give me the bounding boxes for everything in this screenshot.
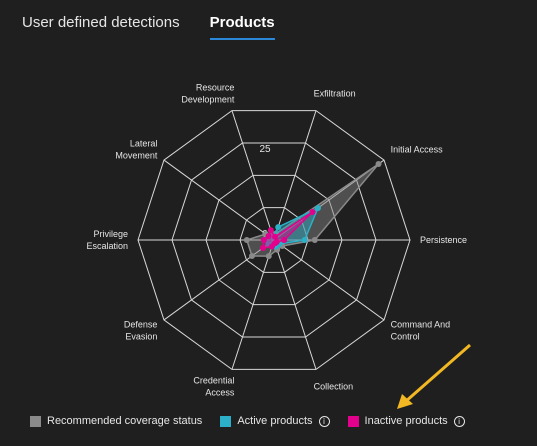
legend-swatch-recommended: [30, 415, 41, 427]
axis-label: Persistence: [420, 235, 467, 245]
data-point: [267, 227, 274, 234]
data-point: [309, 209, 316, 216]
legend-item-active: Active products i: [220, 415, 330, 427]
axis-label: Collection: [314, 381, 354, 391]
grid-spoke: [231, 110, 275, 241]
legend-item-inactive: Inactive products i: [347, 415, 465, 427]
legend-label-active: Active products: [237, 415, 313, 427]
legend-label-inactive: Inactive products: [364, 415, 448, 427]
chart-legend: Recommended coverage status Active produ…: [30, 415, 483, 427]
data-point: [268, 243, 275, 250]
legend-item-recommended: Recommended coverage status: [30, 415, 202, 427]
data-point: [248, 252, 255, 259]
data-point: [275, 224, 282, 231]
axis-label: Resource Development: [181, 83, 235, 105]
legend-swatch-active: [220, 415, 232, 427]
grid-spoke: [231, 239, 275, 370]
axis-label: Exfiltration: [314, 89, 356, 99]
data-point: [315, 205, 322, 212]
grid-spoke: [273, 239, 385, 321]
axis-label: Command And Control: [391, 320, 451, 342]
data-point: [243, 237, 250, 243]
grid-spoke: [163, 239, 275, 321]
data-point: [265, 233, 272, 240]
data-point: [375, 161, 382, 168]
legend-swatch-inactive: [347, 415, 359, 427]
axis-label: Credential Access: [193, 375, 235, 397]
data-point: [281, 237, 288, 243]
axis-label: Defense Evasion: [124, 320, 158, 342]
data-point: [311, 237, 318, 243]
tick-label: 25: [259, 144, 271, 155]
info-icon[interactable]: i: [318, 415, 330, 427]
grid-spoke: [273, 110, 317, 241]
tab-bar: User defined detections Products: [22, 12, 275, 40]
data-point: [260, 237, 267, 243]
axis-label: Lateral Movement: [115, 138, 158, 160]
axis-label: Privilege Escalation: [86, 229, 128, 251]
tab-products[interactable]: Products: [209, 12, 275, 40]
legend-label-recommended: Recommended coverage status: [47, 415, 203, 427]
annotation-arrow: [404, 343, 471, 404]
info-icon[interactable]: i: [453, 415, 465, 427]
axis-label: Initial Access: [391, 144, 444, 154]
tab-user-defined-detections[interactable]: User defined detections: [22, 14, 180, 31]
grid-spoke: [163, 159, 275, 241]
data-point: [259, 244, 266, 251]
data-point: [301, 237, 308, 243]
data-point: [265, 253, 272, 260]
annotation-arrowhead: [397, 394, 413, 409]
grid-spoke: [273, 239, 317, 370]
data-point: [272, 233, 279, 240]
